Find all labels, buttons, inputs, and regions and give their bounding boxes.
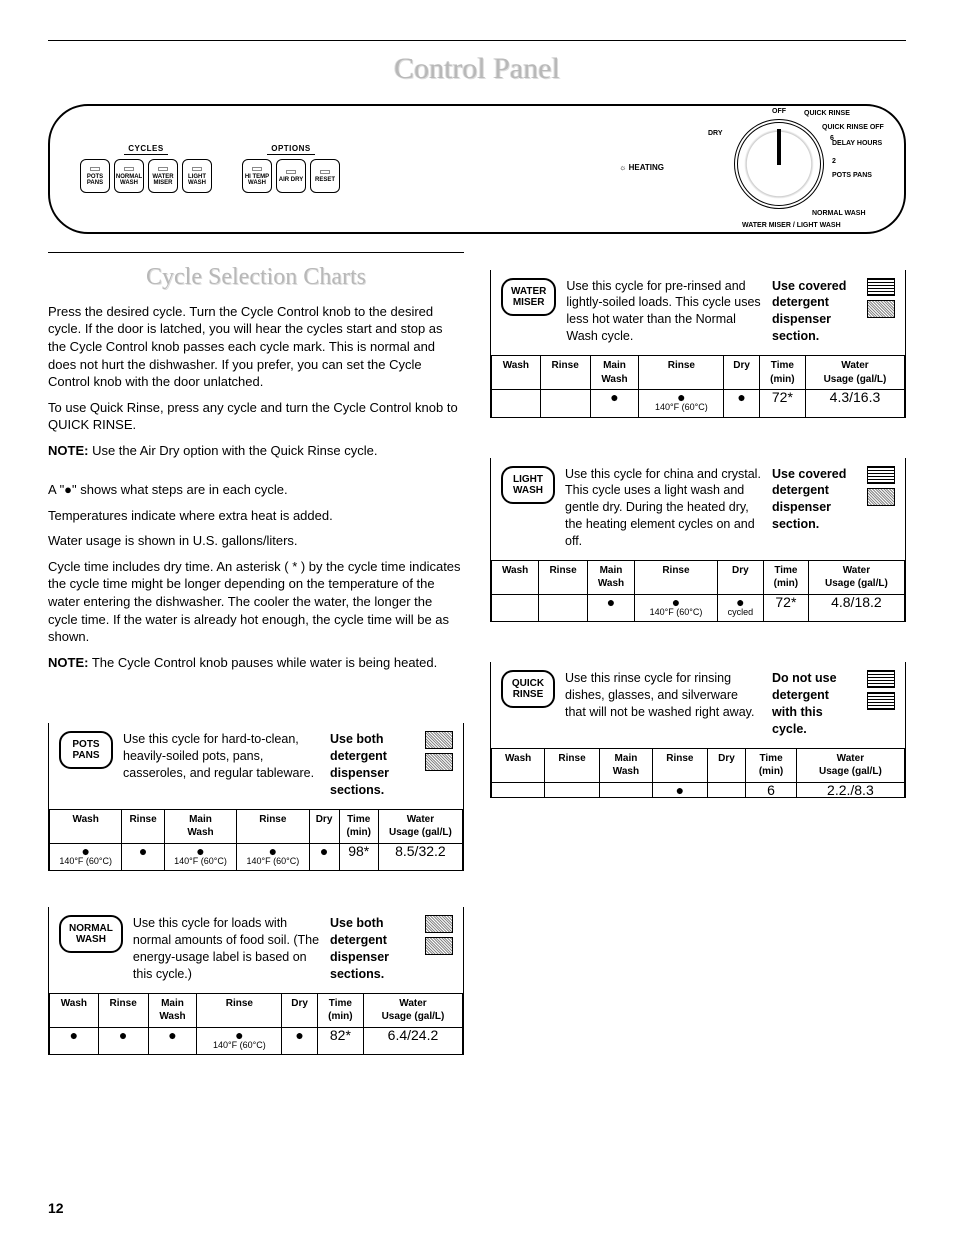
control-panel-diagram: CYCLES POTS PANSNORMAL WASHWATER MISERLI…: [48, 104, 906, 234]
panel-button: HI TEMP WASH: [242, 159, 272, 193]
cycle-light: LIGHTWASH Use this cycle for china and cr…: [490, 458, 906, 623]
cycle-description: Use this cycle for hard-to-clean, heavil…: [123, 731, 320, 782]
intro-p5: Water usage is shown in U.S. gallons/lit…: [48, 532, 464, 550]
detergent-instruction: Use covered detergent dispenser section.: [772, 278, 857, 346]
cycle-pots: POTSPANS Use this cycle for hard-to-clean…: [48, 723, 464, 871]
cycle-badge: POTSPANS: [59, 731, 113, 769]
intro-p4: Temperatures indicate where extra heat i…: [48, 507, 464, 525]
options-label: OPTIONS: [267, 144, 315, 156]
intro-note2: NOTE: The Cycle Control knob pauses whil…: [48, 654, 464, 672]
section-title: Cycle Selection Charts: [48, 261, 464, 293]
cycle-chart-table: WashRinseMainWashRinseDryTime(min)WaterU…: [49, 993, 463, 1056]
intro-note1: NOTE: Use the Air Dry option with the Qu…: [48, 442, 464, 460]
cycle-dial: OFF QUICK RINSE QUICK RINSE OFF DELAY HO…: [694, 109, 874, 229]
cycle-description: Use this cycle for china and crystal. Th…: [565, 466, 762, 550]
cycle-quick: QUICKRINSE Use this rinse cycle for rinsi…: [490, 662, 906, 798]
panel-button: POTS PANS: [80, 159, 110, 193]
panel-button: AIR DRY: [276, 159, 306, 193]
detergent-instruction: Use covered detergent dispenser section.: [772, 466, 857, 534]
cycle-description: Use this cycle for pre-rinsed and lightl…: [566, 278, 762, 346]
cycle-badge: QUICKRINSE: [501, 670, 555, 708]
panel-button: NORMAL WASH: [114, 159, 144, 193]
detergent-instruction: Do not use detergent with this cycle.: [772, 670, 857, 738]
cycle-badge: NORMALWASH: [59, 915, 123, 953]
intro-p6: Cycle time includes dry time. An asteris…: [48, 558, 464, 646]
detergent-instruction: Use both detergent dispenser sections.: [330, 915, 415, 983]
cycle-chart-table: WashRinseMainWashRinseDryTime(min)WaterU…: [491, 355, 905, 418]
cycle-description: Use this cycle for loads with normal amo…: [133, 915, 320, 983]
heating-indicator: HEATING: [619, 163, 664, 174]
page-number: 12: [48, 1199, 64, 1218]
cycle-badge: LIGHTWASH: [501, 466, 555, 504]
panel-button: WATER MISER: [148, 159, 178, 193]
cycle-chart-table: WashRinseMainWashRinseDryTime(min)WaterU…: [491, 748, 905, 798]
cycle-normal: NORMALWASH Use this cycle for loads with …: [48, 907, 464, 1055]
panel-button: LIGHT WASH: [182, 159, 212, 193]
intro-p1: Press the desired cycle. Turn the Cycle …: [48, 303, 464, 391]
cycle-description: Use this rinse cycle for rinsing dishes,…: [565, 670, 762, 721]
right-column: WATERMISER Use this cycle for pre-rinsed …: [490, 252, 906, 1056]
panel-button: RESET: [310, 159, 340, 193]
cycle-miser: WATERMISER Use this cycle for pre-rinsed …: [490, 270, 906, 418]
detergent-instruction: Use both detergent dispenser sections.: [330, 731, 415, 799]
cycle-badge: WATERMISER: [501, 278, 556, 316]
intro-p3: A "●" shows what steps are in each cycle…: [48, 481, 464, 499]
cycle-chart-table: WashRinseMainWashRinseDryTime(min)WaterU…: [491, 560, 905, 623]
intro-p2: To use Quick Rinse, press any cycle and …: [48, 399, 464, 434]
page-title: Control Panel: [48, 49, 906, 90]
cycle-chart-table: WashRinseMainWashRinseDryTime(min)WaterU…: [49, 809, 463, 872]
cycles-label: CYCLES: [124, 144, 167, 156]
left-column: Cycle Selection Charts Press the desired…: [48, 252, 464, 1056]
